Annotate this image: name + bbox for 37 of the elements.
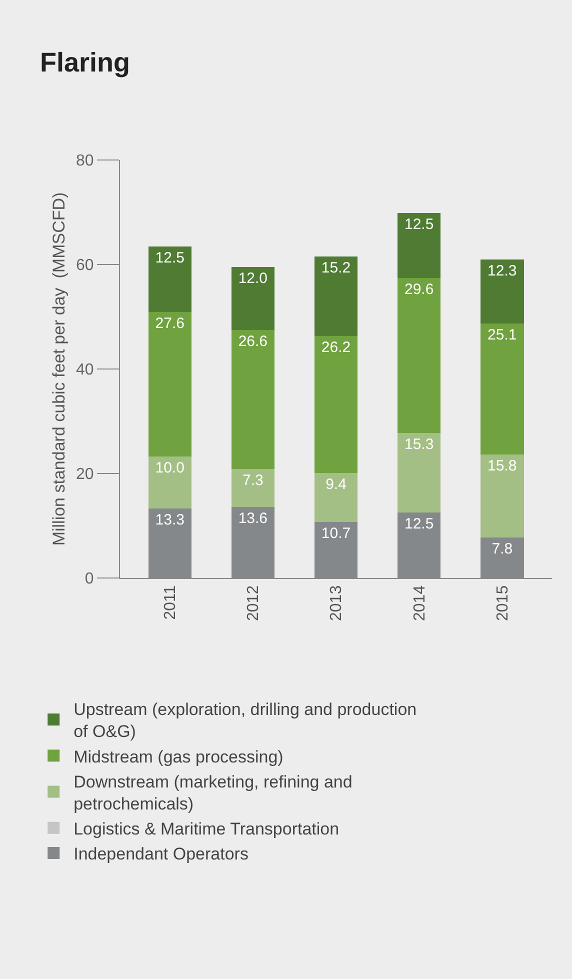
- x-tick-label: 2015: [494, 585, 512, 621]
- y-tick-label: 40: [76, 362, 94, 379]
- data-label: 15.3: [404, 436, 434, 453]
- y-tick-label: 0: [84, 570, 94, 588]
- y-tick-label: 80: [76, 152, 94, 170]
- legend-label: Downstream (marketing, refining and petrochemicals): [74, 772, 352, 814]
- y-axis-title: Million standard cubic feet per day (MMSCFD): [50, 192, 69, 546]
- data-label: 13.3: [155, 512, 184, 529]
- data-label: 12.5: [155, 250, 184, 267]
- legend-label: Upstream (exploration, drilling and production of O&G): [74, 700, 417, 742]
- y-tick-label: 20: [76, 466, 94, 484]
- data-label: 7.3: [242, 472, 264, 489]
- x-tick-label: 2014: [411, 585, 428, 621]
- data-label: 10.7: [321, 525, 351, 542]
- data-label: 12.5: [404, 216, 434, 233]
- data-label: 29.6: [404, 281, 434, 298]
- legend-label: Independant Operators: [74, 844, 248, 864]
- data-label: 9.4: [326, 476, 346, 493]
- data-label: 10.0: [155, 459, 184, 476]
- data-label: 7.8: [492, 540, 513, 558]
- data-label: 26.2: [321, 339, 351, 356]
- data-label: 26.6: [238, 332, 268, 350]
- data-label: 15.8: [488, 458, 517, 475]
- data-label: 12.3: [488, 262, 517, 280]
- x-tick-label: 2012: [245, 585, 262, 621]
- data-label: 12.5: [404, 516, 434, 533]
- data-label: 25.1: [488, 326, 517, 344]
- x-tick-label: 2013: [328, 585, 346, 621]
- data-label: 27.6: [155, 315, 184, 332]
- data-label: 15.2: [321, 260, 351, 277]
- legend-label: Midstream (gas processing): [74, 747, 284, 766]
- data-label: 13.6: [238, 510, 268, 527]
- x-tick-label: 2011: [162, 585, 180, 620]
- chart-title: Flaring: [40, 47, 130, 78]
- y-tick-label: 60: [76, 257, 94, 274]
- data-label: 12.0: [238, 270, 268, 288]
- legend-label: Logistics & Maritime Transportation: [74, 820, 340, 839]
